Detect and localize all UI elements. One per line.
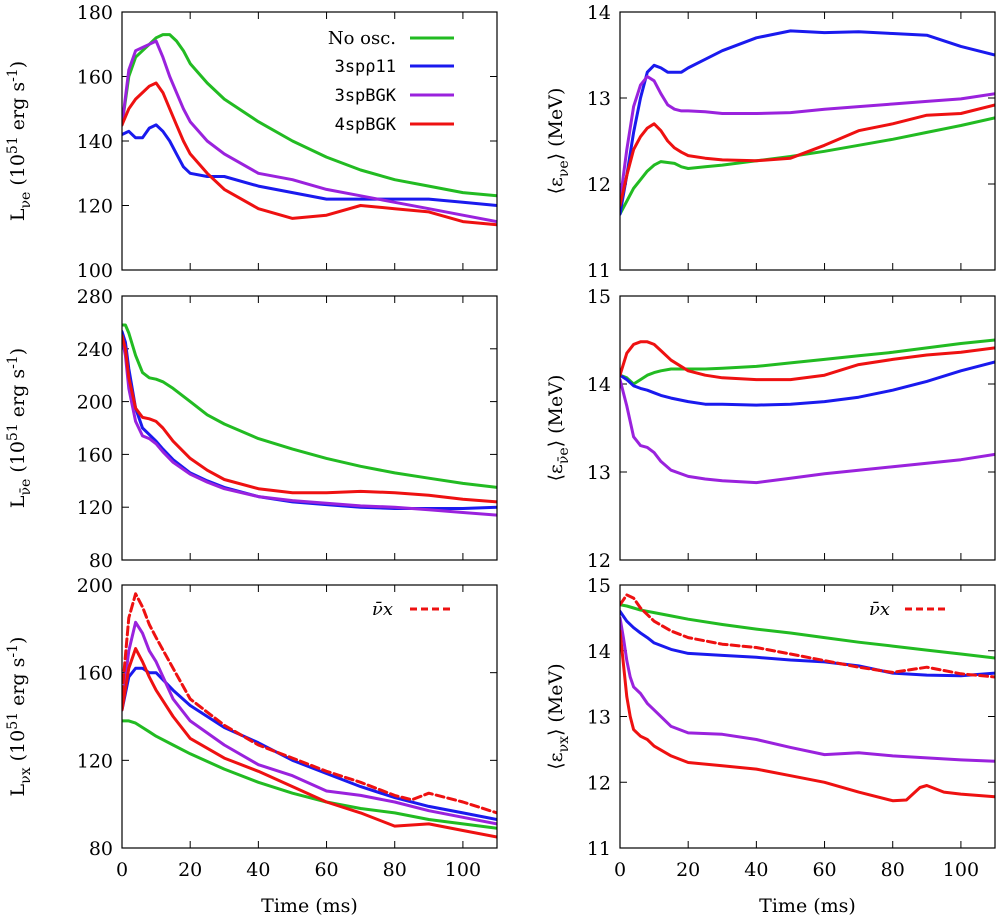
panel-L_anue: 80 120 160 200 240 280 Lν̄e (1051 erg s-1) <box>5 286 498 572</box>
antinu-legend-right: ν̄x <box>869 599 948 620</box>
y-tick-label-E_nux-0: 11 <box>587 838 611 860</box>
series-L_nue-4spBGK <box>122 81 497 227</box>
antinu-legend-label-right: ν̄x <box>869 599 890 620</box>
y-tick-label-E_nue-2: 13 <box>587 88 611 110</box>
series-L_nux-4spBGK-antinu-dashed <box>122 592 497 815</box>
series-E_anue-3spBGK <box>620 378 995 485</box>
plot-frame-L_nue <box>121 11 498 271</box>
x-tick-label-E_nux-3: 60 <box>812 859 836 881</box>
y-tick-label-E_anue-3: 15 <box>587 286 611 308</box>
y-tick-label-L_nux-3: 200 <box>77 575 113 597</box>
x-tick-label-L_nux-0: 0 <box>116 859 128 881</box>
panel-E_nue: 11 12 13 14 ⟨ενe⟩ (MeV) <box>545 2 996 282</box>
series-E_nue-4spBGK <box>620 103 995 207</box>
series-E_nue-3sp_rho11 <box>620 29 995 216</box>
series-L_nue-3sp_rho11 <box>122 123 497 207</box>
series-E_anue-no_osc <box>620 338 995 386</box>
plot-frame-E_nue <box>619 11 996 271</box>
y-tick-label-E_anue-0: 12 <box>587 550 611 572</box>
panel-E_nux: 11 12 13 14 15 0 20 40 60 80 100 ⟨ενx⟩ (MeV) Time (m… <box>545 575 996 917</box>
y-tick-label-E_nux-1: 12 <box>587 772 611 794</box>
series-L_nue-3spBGK <box>122 39 497 224</box>
series-E_nux-3sp_rho11 <box>620 609 995 678</box>
x-axis-title-E_nux: Time (ms) <box>759 895 856 917</box>
y-tick-label-L_anue-5: 280 <box>77 286 113 308</box>
legend-label-no-osc: No osc. <box>328 28 396 49</box>
antinu-legend-label-left: ν̄x <box>372 599 393 620</box>
series-L_anue-4spBGK <box>122 334 497 504</box>
y-tick-label-L_nux-0: 80 <box>89 838 113 860</box>
y-tick-label-L_anue-0: 80 <box>89 550 113 572</box>
y-tick-label-L_anue-4: 240 <box>77 339 113 361</box>
y-axis-title-1: ⟨ενe⟩ (MeV) <box>545 88 572 195</box>
y-tick-label-L_nue-0: 100 <box>77 260 113 282</box>
series-E_nue-3spBGK <box>620 75 995 203</box>
series-E_nux-no_osc <box>620 603 995 660</box>
y-axis-title-5: ⟨ενx⟩ (MeV) <box>545 663 572 769</box>
y-tick-label-E_anue-2: 14 <box>587 374 611 396</box>
series-E_nux-4spBGK-antinu-dashed <box>620 593 995 679</box>
panel-E_anue: 12 13 14 15 ⟨εν̄e⟩ (MeV) <box>545 286 996 572</box>
plot-frame-L_nux <box>121 584 498 849</box>
y-tick-label-L_nue-1: 120 <box>77 196 113 218</box>
legend-label-4spbgk: 4spBGK <box>335 115 397 135</box>
series-E_anue-4spBGK <box>620 340 995 382</box>
legend-label-3sp-rho11: 3spρ11 <box>335 57 396 77</box>
legend-label-3spbgk: 3spBGK <box>335 86 397 106</box>
series-L_anue-3spBGK <box>122 336 497 517</box>
series-L_nux-no_osc <box>122 719 497 830</box>
plot-frame-E_nux <box>619 584 996 849</box>
y-axis-title-3: ⟨εν̄e⟩ (MeV) <box>545 375 572 482</box>
legend: No osc. 3spρ11 3spBGK 4spBGK <box>328 28 454 135</box>
series-E_anue-3sp_rho11 <box>620 360 995 407</box>
x-tick-label-L_nux-4: 80 <box>383 859 407 881</box>
x-tick-label-L_nux-1: 20 <box>178 859 202 881</box>
y-tick-label-E_nux-4: 15 <box>587 575 611 597</box>
x-tick-label-E_nux-4: 80 <box>881 859 905 881</box>
panel-L_nux: 80 120 160 200 0 20 40 60 80 100 Lνx (1051 erg s-1… <box>5 575 498 917</box>
y-tick-label-L_anue-1: 120 <box>77 497 113 519</box>
y-tick-label-L_nux-2: 160 <box>77 663 113 685</box>
x-tick-label-L_nux-3: 60 <box>314 859 338 881</box>
y-tick-label-L_nue-4: 180 <box>77 2 113 24</box>
series-L_nux-3spBGK <box>122 620 497 826</box>
series-L_anue-3sp_rho11 <box>122 330 497 510</box>
y-tick-label-E_nue-0: 11 <box>587 260 611 282</box>
series-E_nux-3spBGK <box>620 616 995 763</box>
x-tick-label-E_nux-5: 100 <box>943 859 979 881</box>
y-tick-label-L_nux-1: 120 <box>77 750 113 772</box>
series-E_nue-no_osc <box>620 116 995 216</box>
x-tick-label-L_nux-2: 40 <box>246 859 270 881</box>
y-tick-label-L_nue-3: 160 <box>77 67 113 89</box>
y-tick-label-E_nux-3: 14 <box>587 641 611 663</box>
series-E_nux-4spBGK <box>620 629 995 803</box>
antinu-legend-left: ν̄x <box>372 599 454 620</box>
series-L_nux-4spBGK <box>122 647 497 839</box>
y-axis-title-0: Lνe (1051 erg s-1) <box>5 61 34 221</box>
x-tick-label-L_nux-5: 100 <box>445 859 481 881</box>
panel-L_nue: 100 120 140 160 180 Lνe (1051 erg s-1) <box>5 2 498 282</box>
y-tick-label-L_anue-3: 200 <box>77 392 113 414</box>
y-tick-label-E_anue-1: 13 <box>587 462 611 484</box>
plot-frame-E_anue <box>619 295 996 561</box>
y-tick-label-E_nux-2: 13 <box>587 707 611 729</box>
y-tick-label-L_nue-2: 140 <box>77 131 113 153</box>
y-tick-label-E_nue-1: 12 <box>587 174 611 196</box>
x-tick-label-E_nux-2: 40 <box>744 859 768 881</box>
y-axis-title-4: Lνx (1051 erg s-1) <box>5 637 34 797</box>
series-L_anue-no_osc <box>122 323 497 489</box>
series-L_nue-no_osc <box>122 33 497 198</box>
x-tick-label-E_nux-0: 0 <box>614 859 626 881</box>
x-axis-title-L_nux: Time (ms) <box>261 895 358 917</box>
series-L_nux-3sp_rho11 <box>122 666 497 821</box>
y-tick-label-L_anue-2: 160 <box>77 444 113 466</box>
y-axis-title-2: Lν̄e (1051 erg s-1) <box>5 348 34 508</box>
y-tick-label-E_nue-3: 14 <box>587 2 611 24</box>
plot-frame-L_anue <box>121 295 498 561</box>
x-tick-label-E_nux-1: 20 <box>676 859 700 881</box>
